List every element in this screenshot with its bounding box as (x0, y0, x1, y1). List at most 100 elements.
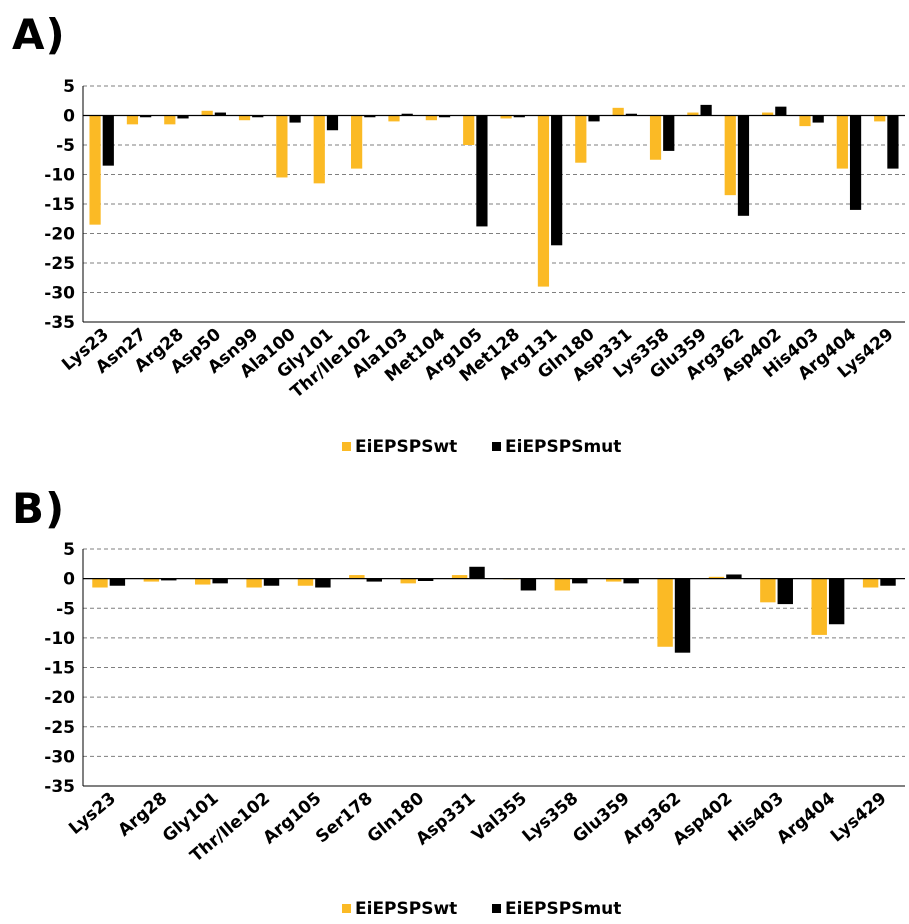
bar-mut-val355 (520, 578, 537, 591)
bar-wt-ala100 (276, 115, 288, 178)
y-tick-label: -5 (56, 599, 75, 619)
legend-swatch-wt (342, 904, 351, 913)
x-tick-label: Lys429 (827, 789, 891, 847)
y-tick-label: -35 (44, 777, 75, 797)
y-tick-label: 0 (63, 570, 75, 590)
bar-wt-met104 (425, 115, 437, 121)
bar-wt-arg28 (164, 115, 176, 125)
y-tick-label: -20 (44, 688, 75, 708)
y-tick-label: -25 (44, 718, 75, 738)
bar-mut-ala103 (401, 113, 413, 116)
bar-wt-lys23 (89, 115, 101, 225)
bar-mut-ala100 (289, 115, 301, 123)
bar-wt-lys358 (554, 578, 571, 591)
x-tick-label: Arg105 (260, 789, 326, 849)
bar-mut-glu359 (623, 578, 639, 584)
chart-a: 50-5-10-15-20-25-30-35Lys23Asn27Arg28Asp… (44, 77, 905, 457)
bar-wt-ala103 (388, 115, 400, 122)
bar-wt-asp50 (201, 110, 213, 116)
bar-wt-thr-ile102 (351, 115, 363, 169)
bar-wt-ser178 (349, 575, 365, 579)
bar-wt-asn27 (126, 115, 139, 125)
bar-wt-glu359 (606, 578, 622, 582)
x-tick-label: Ser178 (312, 789, 377, 848)
legend-label-mut: EiEPSPSmut (505, 899, 621, 919)
bar-wt-arg404 (811, 578, 827, 635)
panel-b-label: B) (12, 484, 66, 533)
bar-wt-asp402 (762, 112, 774, 116)
bar-mut-gln180 (417, 578, 434, 581)
bar-mut-gly101 (212, 578, 228, 584)
bar-wt-lys429 (862, 578, 879, 588)
bar-mut-ser178 (366, 578, 382, 582)
bar-wt-arg105 (463, 115, 475, 145)
y-tick-label: -25 (44, 254, 75, 274)
bar-wt-asp331 (612, 107, 624, 116)
bar-wt-gly101 (313, 115, 325, 184)
bar-mut-asp50 (214, 112, 226, 116)
bar-mut-his403 (812, 115, 824, 123)
bar-mut-met128 (513, 115, 525, 118)
y-tick-label: -10 (44, 166, 75, 186)
chart-b: 50-5-10-15-20-25-30-35Lys23Arg28Gly101Th… (44, 540, 905, 919)
y-tick-label: -30 (44, 284, 75, 304)
bar-mut-arg362 (674, 578, 691, 653)
bar-mut-asp402 (775, 106, 787, 116)
y-tick-label: -15 (44, 659, 75, 679)
y-tick-label: 0 (63, 107, 75, 127)
legend-swatch-wt (342, 442, 351, 451)
bar-wt-lys358 (649, 115, 662, 160)
bar-wt-thr-ile102 (246, 578, 262, 588)
bar-mut-thr-ile102 (263, 578, 280, 586)
bar-wt-arg131 (537, 115, 550, 287)
bar-mut-glu359 (700, 104, 712, 116)
y-tick-label: 5 (63, 77, 75, 97)
bar-mut-arg131 (551, 115, 563, 246)
y-tick-label: 5 (63, 540, 75, 560)
bar-mut-arg28 (161, 578, 177, 581)
bar-mut-met104 (438, 115, 451, 118)
bar-mut-arg28 (177, 115, 189, 119)
legend-swatch-mut (492, 442, 501, 451)
x-tick-label: Lys358 (519, 789, 583, 847)
bar-wt-glu359 (687, 112, 699, 116)
bar-mut-arg404 (849, 115, 862, 210)
legend-label-wt: EiEPSPSwt (355, 437, 457, 457)
bar-mut-asp331 (625, 113, 637, 116)
bar-wt-arg404 (836, 115, 848, 169)
bar-mut-arg105 (476, 115, 488, 227)
bar-wt-his403 (799, 115, 811, 127)
bar-wt-met128 (500, 115, 512, 119)
bar-mut-lys23 (109, 578, 126, 586)
bar-mut-arg404 (828, 578, 845, 625)
bar-wt-arg28 (143, 578, 160, 582)
bar-mut-lys429 (880, 578, 896, 586)
bar-mut-arg105 (315, 578, 331, 588)
y-tick-label: -30 (44, 747, 75, 767)
bar-mut-asp331 (469, 566, 485, 579)
bar-mut-lys358 (572, 578, 588, 584)
bar-mut-lys429 (887, 115, 899, 169)
bar-wt-gln180 (400, 578, 416, 584)
bar-wt-asp402 (708, 576, 725, 579)
y-tick-label: -15 (44, 195, 75, 215)
y-tick-label: -5 (56, 136, 75, 156)
bar-wt-asn99 (238, 115, 251, 121)
legend-label-mut: EiEPSPSmut (505, 437, 621, 457)
bar-wt-gln180 (575, 115, 587, 163)
bar-mut-lys23 (102, 115, 114, 166)
x-tick-label: Val355 (468, 789, 531, 846)
legend-label-wt: EiEPSPSwt (355, 899, 457, 919)
bar-mut-lys358 (663, 115, 675, 151)
y-tick-label: -35 (44, 313, 75, 333)
legend-swatch-mut (492, 904, 501, 913)
y-tick-label: -10 (44, 629, 75, 649)
bar-wt-arg362 (724, 115, 736, 196)
x-tick-label: Arg404 (773, 788, 839, 848)
bar-mut-asp402 (726, 574, 742, 579)
bar-wt-asp331 (451, 575, 468, 579)
bar-wt-arg105 (297, 578, 314, 586)
bar-wt-his403 (760, 578, 776, 603)
bar-mut-his403 (777, 578, 793, 605)
bar-wt-lys429 (874, 115, 886, 122)
